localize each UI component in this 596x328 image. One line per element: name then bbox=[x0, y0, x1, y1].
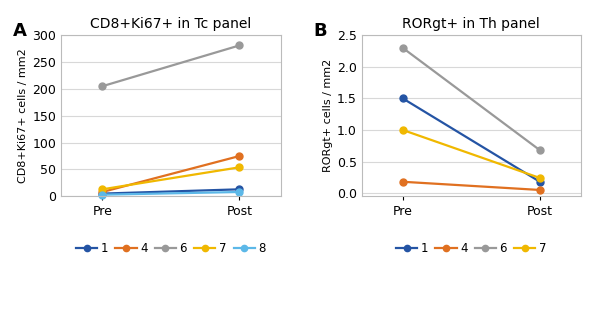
Line: 6: 6 bbox=[399, 44, 544, 154]
7 bbox=[99, 187, 106, 191]
4 bbox=[236, 154, 243, 158]
Line: 7: 7 bbox=[399, 127, 544, 181]
1 bbox=[536, 180, 544, 184]
4 bbox=[399, 180, 406, 184]
7 bbox=[536, 176, 544, 180]
6 bbox=[399, 46, 406, 50]
Y-axis label: RORgt+ cells / mm2: RORgt+ cells / mm2 bbox=[322, 59, 333, 173]
7 bbox=[399, 128, 406, 132]
4 bbox=[99, 190, 106, 194]
6 bbox=[236, 43, 243, 47]
Line: 6: 6 bbox=[99, 42, 243, 90]
1 bbox=[236, 187, 243, 191]
6 bbox=[536, 148, 544, 152]
7 bbox=[236, 165, 243, 169]
Line: 1: 1 bbox=[99, 186, 243, 197]
Text: B: B bbox=[313, 22, 327, 40]
Line: 4: 4 bbox=[99, 153, 243, 195]
Line: 1: 1 bbox=[399, 95, 544, 185]
Legend: 1, 4, 6, 7: 1, 4, 6, 7 bbox=[392, 237, 551, 260]
Text: A: A bbox=[13, 22, 27, 40]
Title: CD8+Ki67+ in Tc panel: CD8+Ki67+ in Tc panel bbox=[90, 17, 252, 31]
Line: 8: 8 bbox=[99, 189, 243, 198]
Y-axis label: CD8+Ki67+ cells / mm2: CD8+Ki67+ cells / mm2 bbox=[18, 48, 28, 183]
1 bbox=[399, 96, 406, 100]
Line: 4: 4 bbox=[399, 178, 544, 194]
Line: 7: 7 bbox=[99, 164, 243, 193]
Title: RORgt+ in Th panel: RORgt+ in Th panel bbox=[402, 17, 540, 31]
4 bbox=[536, 188, 544, 192]
6 bbox=[99, 84, 106, 88]
8 bbox=[236, 190, 243, 194]
Legend: 1, 4, 6, 7, 8: 1, 4, 6, 7, 8 bbox=[72, 237, 271, 260]
1 bbox=[99, 192, 106, 195]
8 bbox=[99, 193, 106, 197]
